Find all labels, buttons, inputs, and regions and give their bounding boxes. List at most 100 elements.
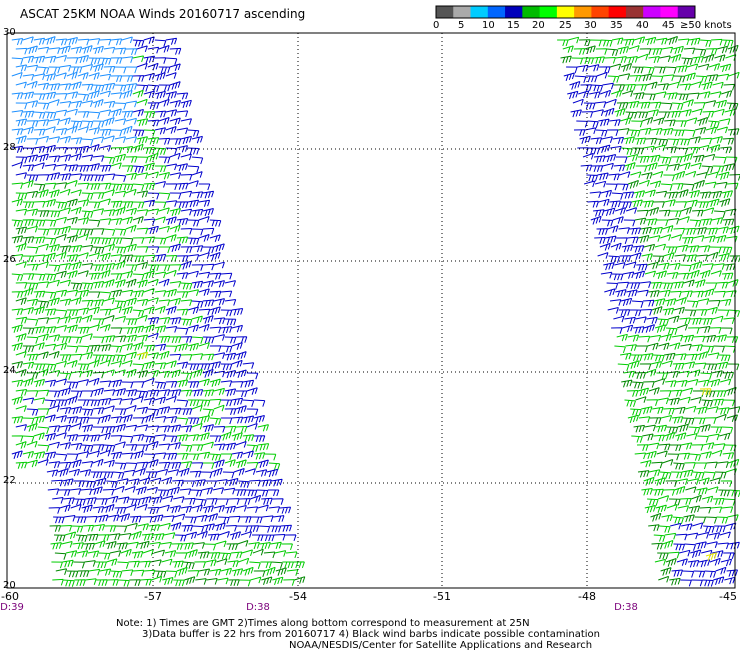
wind-barb — [59, 279, 71, 287]
wind-barb — [86, 533, 99, 541]
wind-barb — [631, 300, 644, 308]
wind-barb — [81, 333, 93, 340]
wind-barb — [143, 218, 156, 226]
wind-barb — [625, 344, 637, 352]
wind-barb — [235, 369, 247, 378]
wind-barb — [180, 228, 193, 235]
wind-barb — [33, 397, 46, 405]
wind-barb — [686, 353, 698, 361]
wind-barb — [627, 236, 639, 244]
wind-barb — [121, 110, 134, 118]
wind-barb — [99, 182, 112, 190]
wind-barb — [125, 188, 137, 196]
wind-barb — [79, 469, 92, 477]
wind-barb — [212, 487, 224, 494]
wind-barb — [165, 109, 178, 117]
wind-barb — [114, 174, 127, 183]
wind-barb — [693, 570, 706, 578]
wind-barb — [198, 252, 210, 259]
wind-barb — [136, 172, 149, 180]
wind-barb — [154, 325, 167, 334]
legend-swatch — [677, 6, 696, 18]
wind-barb — [26, 64, 39, 72]
wind-barb — [103, 335, 116, 343]
wind-barb — [66, 434, 79, 442]
wind-barb — [688, 327, 700, 334]
wind-barb — [697, 63, 710, 71]
wind-barb — [699, 269, 711, 279]
wind-barb — [53, 534, 66, 542]
wind-barb — [695, 462, 707, 470]
wind-barb — [70, 316, 82, 324]
wind-barb — [721, 90, 733, 98]
wind-barb — [235, 351, 247, 360]
legend-label-30: 30 — [584, 20, 597, 31]
wind-barb — [674, 406, 686, 415]
wind-barb — [180, 408, 193, 416]
wind-barb — [714, 54, 726, 62]
wind-barb — [257, 424, 269, 432]
wind-barb — [26, 390, 39, 397]
wind-barb — [654, 477, 666, 486]
wind-barb — [613, 84, 625, 91]
wind-barb — [59, 117, 71, 125]
wind-barb — [631, 120, 643, 128]
wind-barb — [37, 243, 49, 251]
wind-barb — [81, 504, 93, 513]
wind-barb — [44, 326, 57, 334]
legend-swatch — [556, 6, 575, 18]
wind-barb — [222, 471, 235, 479]
wind-barb — [220, 309, 233, 317]
wind-barb — [618, 227, 630, 234]
wind-barb — [659, 525, 671, 533]
wind-barb — [705, 516, 717, 524]
wind-barb — [187, 147, 200, 155]
wind-barb — [77, 55, 89, 64]
wind-barb — [82, 524, 95, 532]
wind-barb — [77, 111, 90, 118]
wind-barb — [694, 48, 707, 56]
wind-barb — [709, 246, 722, 254]
wind-barb — [88, 450, 100, 458]
wind-barb — [569, 81, 581, 90]
wind-barb — [97, 534, 110, 541]
wind-barb — [11, 254, 24, 261]
wind-barb — [728, 225, 740, 235]
wind-barb — [184, 576, 196, 585]
wind-barb — [158, 299, 171, 307]
wind-barb — [132, 75, 145, 82]
wind-barb — [722, 452, 735, 460]
wind-barb — [92, 458, 104, 467]
lon-label-54w: -54 — [289, 590, 307, 603]
wind-barb — [37, 368, 49, 377]
wind-barb — [176, 201, 189, 209]
wind-barb — [65, 550, 78, 558]
legend-label-25: 25 — [559, 20, 572, 31]
wind-barb — [55, 325, 67, 332]
wind-barb — [704, 100, 717, 107]
wind-barb — [264, 453, 277, 461]
wind-barb — [176, 110, 189, 118]
wind-barb — [209, 453, 222, 461]
wind-barb — [158, 156, 171, 164]
wind-barb — [99, 432, 111, 441]
wind-barb — [154, 216, 166, 224]
wind-barb — [147, 225, 159, 235]
wind-barb — [48, 507, 61, 514]
wind-barb — [656, 450, 668, 458]
wind-barb — [70, 228, 83, 236]
wind-barb — [699, 91, 711, 99]
wind-barb — [202, 462, 215, 470]
wind-barb — [718, 171, 730, 180]
wind-barb — [647, 109, 659, 117]
wind-barb — [59, 225, 71, 235]
wind-barb — [130, 515, 142, 523]
wind-barb — [181, 524, 194, 532]
wind-barb — [88, 568, 101, 576]
wind-barb — [147, 152, 159, 162]
wind-barb — [70, 370, 83, 378]
wind-barb — [33, 37, 46, 45]
wind-barb — [605, 98, 617, 106]
wind-barb — [582, 57, 594, 65]
wind-barb — [709, 378, 721, 388]
